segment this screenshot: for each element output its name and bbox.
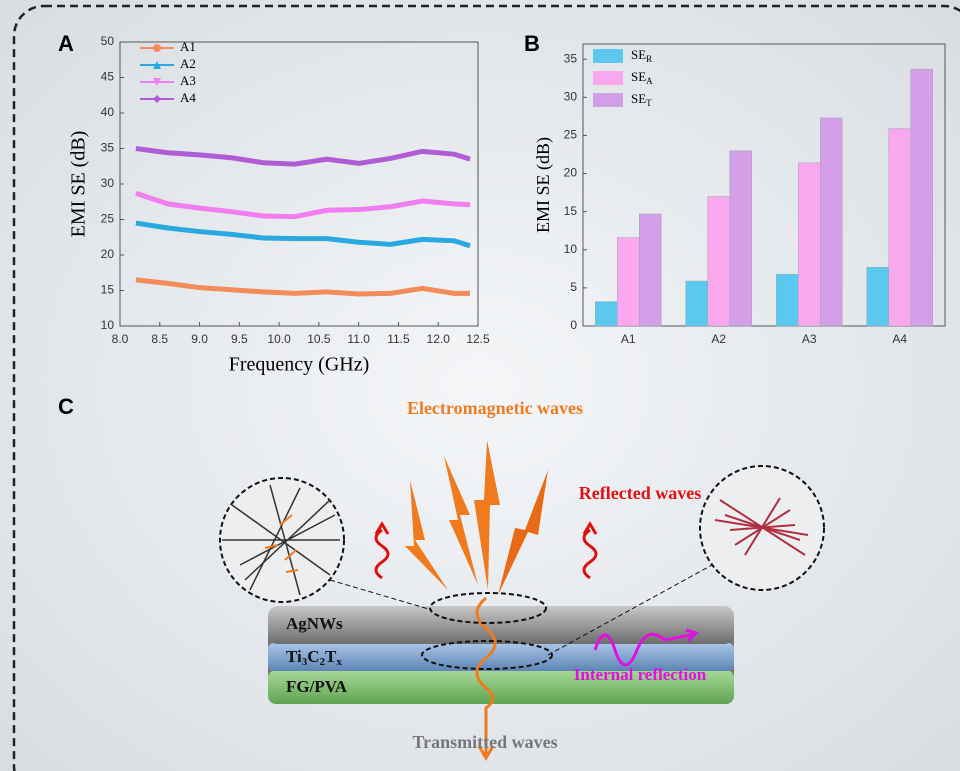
page: Electromagnetic waves Reflected waves Inte… [0, 0, 960, 771]
x-tick-label: A3 [802, 332, 817, 346]
bar [798, 163, 820, 326]
x-tick-label: A1 [621, 332, 636, 346]
y-tick-label: 15 [101, 283, 115, 297]
legend-name: SE [631, 47, 646, 62]
panel-label: B [524, 31, 540, 56]
y-axis-label: EMI SE (dB) [533, 137, 554, 233]
legend-swatch [593, 93, 623, 107]
layer-label: Ti3C2Tx [286, 647, 342, 668]
incident-label: Electromagnetic waves [407, 398, 583, 418]
y-tick-label: 50 [101, 34, 115, 48]
bar [820, 118, 842, 326]
figure: Electromagnetic waves Reflected waves Inte… [0, 0, 960, 771]
y-tick-label: 35 [564, 51, 578, 65]
y-tick-label: 0 [570, 318, 577, 332]
legend-subscript: R [646, 54, 652, 64]
x-tick-label: 10.0 [267, 332, 291, 346]
x-tick-label: 11.0 [347, 332, 370, 346]
x-tick-label: 10.5 [307, 332, 331, 346]
x-tick-label: 11.5 [387, 332, 410, 346]
x-tick-label: 9.5 [231, 332, 248, 346]
x-tick-label: 8.0 [112, 332, 129, 346]
y-tick-label: 20 [101, 247, 115, 261]
bar [686, 281, 708, 326]
x-tick-label: 8.5 [151, 332, 168, 346]
y-tick-label: 45 [101, 70, 115, 84]
bar [617, 238, 639, 326]
internal-label: Internal reflection [574, 665, 707, 684]
y-axis-label: EMI SE (dB) [68, 131, 90, 238]
y-tick-label: 40 [101, 105, 115, 119]
y-tick-label: 25 [101, 212, 115, 226]
x-axis-label: Frequency (GHz) [229, 354, 370, 376]
legend-name: SE [631, 69, 646, 84]
layer-label-part: x [336, 656, 342, 668]
bar [867, 267, 889, 326]
bar [595, 302, 617, 326]
legend-subscript: A [646, 76, 653, 86]
y-tick-label: 20 [564, 166, 578, 180]
bar [776, 274, 798, 326]
bar [889, 129, 911, 326]
x-tick-label: A2 [711, 332, 726, 346]
legend-label: A4 [180, 90, 196, 105]
layer-label-part: T [325, 647, 337, 666]
legend-swatch [593, 71, 623, 85]
bar [911, 69, 933, 326]
y-tick-label: 5 [570, 280, 577, 294]
legend-marker [153, 44, 161, 52]
y-tick-label: 15 [564, 204, 578, 218]
panel-label: C [58, 394, 74, 419]
x-tick-label: 9.0 [191, 332, 208, 346]
y-tick-label: 35 [101, 141, 115, 155]
reflected-label: Reflected waves [579, 483, 701, 503]
layer-label-part: AgNWs [286, 614, 343, 633]
y-tick-label: 25 [564, 128, 578, 142]
panel-label: A [58, 31, 74, 56]
bar [639, 214, 661, 326]
legend-subscript: T [646, 98, 652, 108]
x-tick-label: 12.5 [466, 332, 490, 346]
x-tick-label: 12.0 [427, 332, 451, 346]
y-tick-label: 30 [101, 176, 115, 190]
layer-label: AgNWs [286, 614, 343, 633]
layer-label: FG/PVA [286, 677, 348, 696]
x-tick-label: A4 [892, 332, 907, 346]
legend-name: SE [631, 91, 646, 106]
transmitted-label: Transmitted waves [412, 732, 557, 752]
y-tick-label: 10 [564, 242, 578, 256]
legend-label: A1 [180, 39, 196, 54]
bar [708, 196, 730, 326]
layer-label-part: C [307, 647, 319, 666]
legend-label: A3 [180, 73, 196, 88]
legend-label: A2 [180, 56, 196, 71]
layer-label-part: Ti [286, 647, 302, 666]
layer-label-part: FG/PVA [286, 677, 348, 696]
legend-swatch [593, 49, 623, 63]
y-tick-label: 10 [101, 318, 115, 332]
bar [730, 151, 752, 326]
y-tick-label: 30 [564, 90, 578, 104]
